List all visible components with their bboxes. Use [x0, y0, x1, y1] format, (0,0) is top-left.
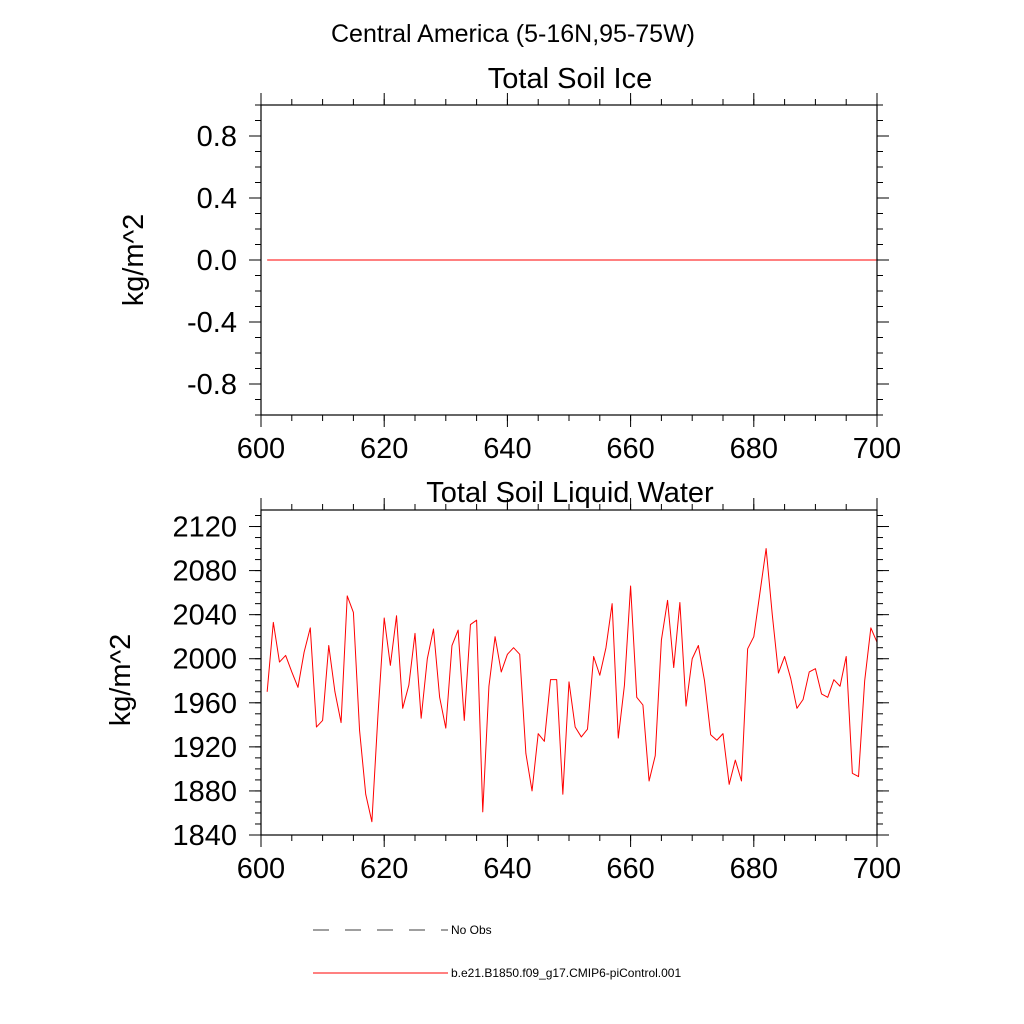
- y-tick-label: 0.8: [197, 121, 237, 153]
- x-tick-label: 620: [360, 433, 408, 465]
- y-tick-label: 2000: [172, 644, 237, 676]
- y-tick-label: 1920: [172, 732, 237, 764]
- legend-label: b.e21.B1850.f09_g17.CMIP6-piControl.001: [451, 966, 681, 980]
- axis-ticks: [249, 498, 889, 847]
- figure-suptitle: Central America (5-16N,95-75W): [331, 20, 695, 48]
- panel-title: Total Soil Ice: [488, 63, 652, 95]
- legend-label: No Obs: [451, 923, 492, 937]
- y-tick-label: 0.0: [197, 245, 237, 277]
- panel-total-soil-liquid-water: Total Soil Liquid Water kg/m^2 600 620 640…: [105, 477, 901, 885]
- y-tick-label: 2080: [172, 556, 237, 588]
- y-tick-label: 1840: [172, 820, 237, 852]
- x-tick-label: 640: [483, 853, 531, 885]
- x-tick-label: 660: [606, 853, 654, 885]
- x-tick-label: 680: [730, 433, 778, 465]
- y-tick-label: 2120: [172, 512, 237, 544]
- legend-entry-no-obs: No Obs: [313, 923, 492, 937]
- plot-frame: [260, 104, 878, 416]
- x-tick-label: 640: [483, 433, 531, 465]
- x-tick-label: 600: [237, 433, 285, 465]
- series-layer: [266, 548, 878, 823]
- y-tick-label: 1960: [172, 688, 237, 720]
- x-tick-label: 700: [853, 433, 901, 465]
- tick-labels: 600 620 640 660 680 700 1840 1880 1920 1960 2000 20…: [172, 512, 901, 885]
- legend: No Obs b.e21.B1850.f09_g17.CMIP6-piContr…: [313, 923, 681, 980]
- y-tick-label: 2040: [172, 600, 237, 632]
- x-tick-label: 700: [853, 853, 901, 885]
- y-axis-label: kg/m^2: [118, 214, 150, 307]
- x-tick-label: 680: [730, 853, 778, 885]
- y-tick-label: 1880: [172, 776, 237, 808]
- plot-frame: [260, 509, 878, 836]
- series-line: [266, 548, 878, 823]
- panel-title: Total Soil Liquid Water: [426, 477, 714, 509]
- y-axis-label: kg/m^2: [105, 634, 137, 727]
- legend-entry-picontrol: b.e21.B1850.f09_g17.CMIP6-piControl.001: [313, 966, 681, 980]
- tick-labels: 600 620 640 660 680 700 0.8 0.4 0.0 -0.4 -0.8: [187, 121, 901, 465]
- x-tick-label: 620: [360, 853, 408, 885]
- axis-ticks: [249, 93, 889, 427]
- panel-total-soil-ice: Total Soil Ice kg/m^2 600 620 640 660 680 700…: [118, 63, 901, 465]
- x-tick-label: 660: [606, 433, 654, 465]
- y-tick-label: -0.8: [187, 369, 237, 401]
- y-tick-label: 0.4: [197, 183, 237, 215]
- y-tick-label: -0.4: [187, 307, 237, 339]
- x-tick-label: 600: [237, 853, 285, 885]
